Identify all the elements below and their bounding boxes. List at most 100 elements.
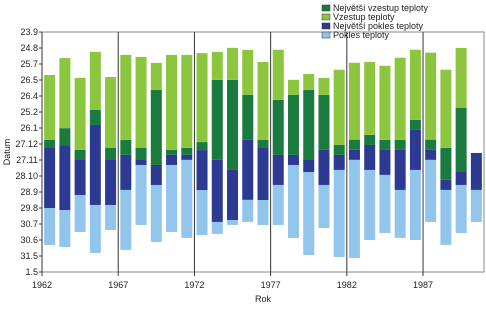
legend-label: Vzestup teploty [333, 12, 395, 22]
bar-segment [59, 210, 71, 248]
bar-segment [257, 200, 269, 225]
bar-segment [379, 65, 391, 140]
bar-segment [196, 190, 208, 236]
bar-segment [181, 54, 193, 148]
bar-segment [287, 94, 299, 155]
bar-segment [242, 139, 254, 200]
bar-segment [74, 149, 86, 160]
bar-segment [166, 149, 178, 155]
bar-segment [364, 169, 376, 240]
legend-swatch [321, 22, 331, 30]
bar-segment [181, 147, 193, 155]
bar-segment [89, 124, 101, 205]
bar-segment [227, 47, 239, 80]
bar-segment [166, 154, 178, 165]
bar-segment [44, 75, 56, 140]
bar-segment [409, 119, 421, 130]
bar-segment [89, 109, 101, 125]
bar-segment [257, 140, 269, 148]
bar-segment [227, 169, 239, 220]
legend-label: Největší pokles teploty [333, 21, 424, 31]
bar-segment [409, 169, 421, 240]
legend-label: Největší vzestup teploty [333, 3, 429, 13]
y-tick-label: 27.11 [16, 155, 38, 165]
bar-segment [455, 48, 467, 108]
bar-segment [470, 189, 482, 222]
bar-segment [409, 49, 421, 120]
bar-segment [150, 62, 162, 90]
bar-segment [89, 51, 101, 110]
bar-segment [196, 150, 208, 191]
bar-segment [150, 164, 162, 185]
bar-segment [257, 61, 269, 140]
bar-segment [455, 172, 467, 185]
bar-segment [59, 145, 71, 211]
bar-segment [227, 79, 239, 170]
bar-segment [74, 195, 86, 232]
legend-swatch [321, 13, 331, 21]
x-axis-label: Rok [255, 294, 272, 304]
bar-segment [318, 149, 330, 185]
y-tick-label: 26.5 [20, 75, 38, 85]
y-tick-label: 25.2 [20, 107, 38, 117]
bar-segment [74, 160, 86, 196]
bar-segment [394, 149, 406, 190]
bar-segment [379, 139, 391, 150]
bar-segment [135, 160, 147, 165]
bar-segment [59, 58, 71, 129]
bar-segment [287, 154, 299, 165]
y-tick-label: 30.7 [20, 219, 38, 229]
y-tick-label: 28.9 [20, 187, 38, 197]
bar-segment [105, 148, 117, 160]
bar-segment [287, 79, 299, 95]
bar-segment [120, 54, 132, 140]
bar-segment [242, 49, 254, 95]
bar-segment [59, 128, 71, 146]
y-tick-label: 23.9 [20, 27, 38, 37]
bar-segment [89, 204, 101, 253]
bar-segment [272, 99, 284, 155]
legend-swatch [321, 4, 331, 12]
bar-segment [166, 54, 178, 150]
bar-segment [440, 189, 452, 245]
bar-segment [364, 61, 376, 135]
bar-segment [105, 76, 117, 148]
x-tick-label: 1972 [184, 280, 204, 290]
bar-segment [333, 169, 345, 257]
bar-segment [425, 149, 437, 160]
legend-label: Pokles teploty [333, 30, 390, 40]
y-tick-label: 1.5 [25, 267, 38, 277]
bar-segment [440, 179, 452, 190]
bar-segment [409, 129, 421, 170]
bar-segment [333, 69, 345, 145]
y-tick-label: 29.8 [20, 203, 38, 213]
bar-segment [242, 199, 254, 222]
bar-segment [105, 204, 117, 230]
bar-segment [227, 220, 239, 225]
y-tick-label: 31.5 [20, 251, 38, 261]
bar-segment [348, 62, 360, 140]
bar-segment [303, 89, 315, 160]
bar-segment [211, 79, 223, 160]
bar-segment [196, 53, 208, 143]
bar-segment [394, 189, 406, 238]
bar-segment [135, 164, 147, 225]
y-tick-label: 24.8 [20, 43, 38, 53]
bar-segment [120, 139, 132, 155]
bar-segment [181, 159, 193, 238]
bar-segment [120, 154, 132, 190]
bar-segment [150, 89, 162, 165]
y-tick-label: 27.12 [15, 139, 38, 149]
bar-segment [440, 147, 452, 180]
bar-segment [364, 134, 376, 145]
bar-segment [211, 51, 223, 80]
bar-segment [394, 57, 406, 140]
bar-segment [211, 221, 223, 234]
bar-segment [348, 159, 360, 258]
bar-segment [379, 149, 391, 175]
x-tick-label: 1967 [108, 280, 128, 290]
x-tick-label: 1982 [337, 280, 357, 290]
bar-segment [257, 148, 269, 200]
bar-segment [455, 108, 467, 172]
